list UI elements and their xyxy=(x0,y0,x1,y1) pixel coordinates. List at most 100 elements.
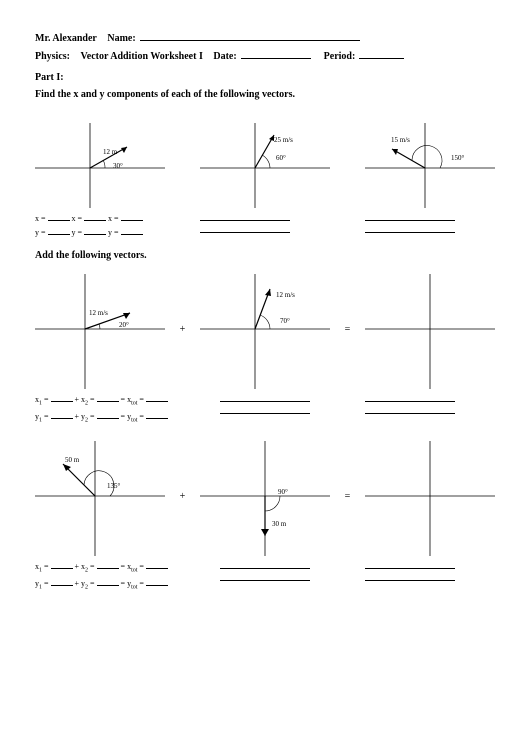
blank[interactable] xyxy=(146,393,168,402)
date-blank[interactable] xyxy=(241,48,311,59)
blank[interactable] xyxy=(51,577,73,586)
title-label: Vector Addition Worksheet I xyxy=(81,51,203,62)
ytot-label-2: ytot xyxy=(127,579,137,591)
eq: = xyxy=(121,395,126,404)
blank[interactable] xyxy=(97,410,119,419)
blank[interactable] xyxy=(146,410,168,419)
blank[interactable] xyxy=(146,577,168,586)
plus: + xyxy=(75,562,80,571)
plus: + xyxy=(75,412,80,421)
instruction-1: Find the x and y components of each of t… xyxy=(35,89,495,100)
mag-1: 12 m xyxy=(103,148,118,156)
date-label: Date: xyxy=(213,51,236,62)
add2-left-mag: 50 m xyxy=(65,456,80,464)
ytot-label: ytot xyxy=(127,412,137,424)
period-blank[interactable] xyxy=(359,48,404,59)
xtot-label: xtot xyxy=(127,395,137,407)
blank[interactable] xyxy=(51,410,73,419)
x1-label-2: x1 xyxy=(35,562,42,574)
blank[interactable] xyxy=(84,226,106,235)
ang-1: 30° xyxy=(113,162,123,170)
y1-label-2: y1 xyxy=(35,579,42,591)
eq: = xyxy=(44,395,49,404)
blank[interactable] xyxy=(48,212,70,221)
blank[interactable] xyxy=(51,393,73,402)
eq: = xyxy=(90,579,95,588)
eq: = xyxy=(139,395,144,404)
add1-result xyxy=(365,269,495,389)
ans-col-2 xyxy=(200,212,330,240)
add1-left: 12 m/s 20° xyxy=(35,269,165,389)
ang-2: 60° xyxy=(276,154,286,162)
eq: = xyxy=(139,562,144,571)
blank[interactable] xyxy=(97,393,119,402)
sum2-col-1: x1 = + x2 = = xtot = y1 = + y2 = = ytot … xyxy=(35,560,205,593)
add1-right: 12 m/s 70° xyxy=(200,269,330,389)
blank[interactable] xyxy=(200,224,290,233)
blank[interactable] xyxy=(220,572,310,581)
header-line-1: Mr. Alexander Name: xyxy=(35,30,495,44)
blank[interactable] xyxy=(97,560,119,569)
add2-right-ang: 90° xyxy=(278,488,288,496)
xtot-label-2: xtot xyxy=(127,562,137,574)
blank[interactable] xyxy=(365,405,455,414)
blank[interactable] xyxy=(121,212,143,221)
eq: = xyxy=(121,562,126,571)
x1-label: x1 xyxy=(35,395,42,407)
eq-op: = xyxy=(345,324,351,335)
blank[interactable] xyxy=(84,212,106,221)
add-row-2: 50 m 135° + 30 m 90° = xyxy=(35,436,495,556)
sum-col-1: x1 = + x2 = = xtot = y1 = + y2 = = ytot … xyxy=(35,393,205,426)
ans-col-3 xyxy=(365,212,495,240)
blank[interactable] xyxy=(365,224,455,233)
blank[interactable] xyxy=(365,560,455,569)
blank[interactable] xyxy=(48,226,70,235)
sum-col-3 xyxy=(365,393,495,426)
blank[interactable] xyxy=(121,226,143,235)
blank[interactable] xyxy=(200,212,290,221)
eq-op-2: = xyxy=(345,491,351,502)
plus: + xyxy=(75,579,80,588)
add2-left: 50 m 135° xyxy=(35,436,165,556)
eq: = xyxy=(44,579,49,588)
blank[interactable] xyxy=(365,572,455,581)
eq: = xyxy=(44,412,49,421)
y1-label: y1 xyxy=(35,412,42,424)
add1-right-mag: 12 m/s xyxy=(276,291,295,299)
plus-op: + xyxy=(180,324,186,335)
eq: = xyxy=(90,395,95,404)
blank[interactable] xyxy=(220,405,310,414)
blank[interactable] xyxy=(220,560,310,569)
course-label: Physics: xyxy=(35,51,70,62)
diagram-2: 25 m/s 60° xyxy=(200,108,330,208)
diagram-row-1: 12 m 30° 25 m/s 60° xyxy=(35,108,495,208)
mag-2: 25 m/s xyxy=(274,136,293,144)
eq: = xyxy=(90,412,95,421)
add-row-1: 12 m/s 20° + 12 m/s 70° = xyxy=(35,269,495,389)
add2-right-mag: 30 m xyxy=(272,520,287,528)
y-label: y = xyxy=(35,228,46,237)
sum-col-2 xyxy=(220,393,350,426)
eq: = xyxy=(90,562,95,571)
blank[interactable] xyxy=(365,212,455,221)
blank[interactable] xyxy=(146,560,168,569)
blank[interactable] xyxy=(51,560,73,569)
sum-answers-2: x1 = + x2 = = xtot = y1 = + y2 = = ytot … xyxy=(35,560,495,593)
name-blank[interactable] xyxy=(140,30,360,41)
blank[interactable] xyxy=(365,393,455,402)
y2-label-2: y2 xyxy=(81,579,88,591)
eq: = xyxy=(44,562,49,571)
plus-op-2: + xyxy=(180,491,186,502)
ans-col-1: x =x =x = y =y =y = xyxy=(35,212,165,240)
plus: + xyxy=(75,395,80,404)
worksheet-page: Mr. Alexander Name: Physics: Vector Addi… xyxy=(0,0,530,633)
x2-label-2: x2 xyxy=(81,562,88,574)
sum2-col-3 xyxy=(365,560,495,593)
add1-left-mag: 12 m/s xyxy=(89,309,108,317)
blank[interactable] xyxy=(97,577,119,586)
x2-label: x2 xyxy=(81,395,88,407)
x-label: x = xyxy=(108,214,119,223)
blank[interactable] xyxy=(220,393,310,402)
eq: = xyxy=(121,579,126,588)
add2-left-ang: 135° xyxy=(107,482,121,490)
